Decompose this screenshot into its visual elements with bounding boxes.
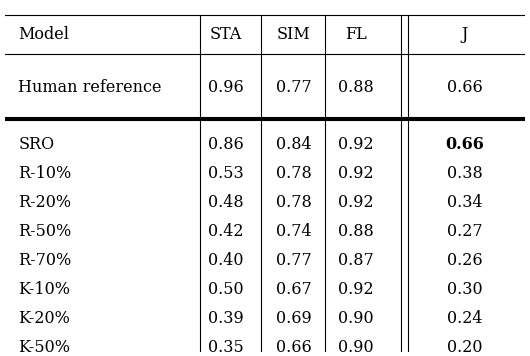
Text: 0.87: 0.87 (338, 252, 374, 269)
Text: 0.90: 0.90 (338, 310, 374, 327)
Text: 0.42: 0.42 (208, 223, 244, 240)
Text: R-20%: R-20% (19, 194, 72, 211)
Text: 0.66: 0.66 (447, 79, 483, 96)
Text: 0.20: 0.20 (447, 339, 483, 356)
Text: FL: FL (345, 26, 367, 43)
Text: R-70%: R-70% (19, 252, 72, 269)
Text: K-20%: K-20% (19, 310, 70, 327)
Text: SRO: SRO (19, 136, 55, 153)
Text: 0.92: 0.92 (338, 136, 374, 153)
Text: SIM: SIM (277, 26, 311, 43)
Text: 0.24: 0.24 (447, 310, 483, 327)
Text: K-10%: K-10% (19, 281, 70, 298)
Text: 0.34: 0.34 (447, 194, 483, 211)
Text: 0.92: 0.92 (338, 281, 374, 298)
Text: 0.53: 0.53 (208, 165, 244, 182)
Text: Model: Model (19, 26, 69, 43)
Text: 0.90: 0.90 (338, 339, 374, 356)
Text: 0.77: 0.77 (276, 79, 312, 96)
Text: R-50%: R-50% (19, 223, 72, 240)
Text: R-10%: R-10% (19, 165, 72, 182)
Text: 0.88: 0.88 (338, 223, 374, 240)
Text: 0.69: 0.69 (276, 310, 312, 327)
Text: 0.78: 0.78 (276, 165, 312, 182)
Text: 0.39: 0.39 (208, 310, 244, 327)
Text: 0.27: 0.27 (447, 223, 483, 240)
Text: 0.66: 0.66 (446, 136, 484, 153)
Text: 0.96: 0.96 (208, 79, 244, 96)
Text: 0.50: 0.50 (208, 281, 244, 298)
Text: 0.92: 0.92 (338, 194, 374, 211)
Text: 0.84: 0.84 (276, 136, 312, 153)
Text: J: J (462, 26, 468, 43)
Text: 0.40: 0.40 (208, 252, 244, 269)
Text: 0.74: 0.74 (276, 223, 312, 240)
Text: 0.92: 0.92 (338, 165, 374, 182)
Text: K-50%: K-50% (19, 339, 70, 356)
Text: 0.77: 0.77 (276, 252, 312, 269)
Text: 0.26: 0.26 (447, 252, 483, 269)
Text: 0.35: 0.35 (208, 339, 244, 356)
Text: 0.88: 0.88 (338, 79, 374, 96)
Text: 0.30: 0.30 (447, 281, 483, 298)
Text: 0.48: 0.48 (208, 194, 244, 211)
Text: 0.86: 0.86 (208, 136, 244, 153)
Text: Human reference: Human reference (19, 79, 162, 96)
Text: 0.78: 0.78 (276, 194, 312, 211)
Text: 0.67: 0.67 (276, 281, 312, 298)
Text: 0.66: 0.66 (276, 339, 312, 356)
Text: STA: STA (210, 26, 242, 43)
Text: 0.38: 0.38 (447, 165, 483, 182)
